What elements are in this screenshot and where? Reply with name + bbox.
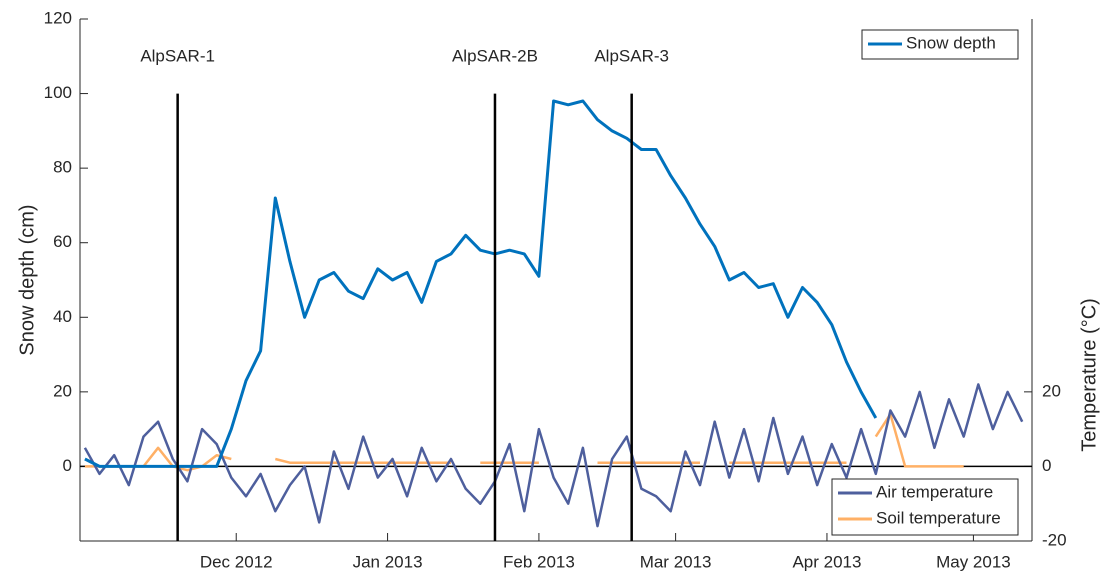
legend: Snow depth — [861, 29, 1019, 60]
y-tick-label: 80 — [53, 158, 72, 177]
series-line — [84, 412, 964, 472]
y2-axis-label: Temperature (°C) — [1078, 298, 1100, 452]
y-tick-label: 100 — [44, 83, 72, 102]
x-tick-label: Jan 2013 — [353, 552, 423, 571]
y-tick-label: 40 — [53, 307, 72, 326]
event-label: AlpSAR-1 — [140, 46, 215, 65]
y2-tick-label: 20 — [1042, 381, 1061, 400]
legend-label: Soil temperature — [876, 508, 1001, 527]
series-line — [84, 99, 878, 468]
x-tick-label: May 2013 — [936, 552, 1011, 571]
y-tick-label: 0 — [63, 456, 72, 475]
series-line — [83, 383, 1024, 528]
event-label: AlpSAR-2B — [452, 46, 538, 65]
event-label: AlpSAR-3 — [594, 46, 669, 65]
legend-label: Air temperature — [876, 482, 993, 501]
x-tick-label: Mar 2013 — [640, 552, 712, 571]
legend-box — [831, 478, 1019, 536]
y-tick-label: 60 — [53, 232, 72, 251]
legend: Air temperature Soil temperature — [831, 478, 1019, 536]
y2-tick-label: 0 — [1042, 456, 1051, 475]
y2-tick-label: -20 — [1042, 530, 1067, 549]
x-tick-label: Dec 2012 — [200, 552, 273, 571]
legend-label: Snow depth — [906, 33, 996, 52]
x-tick-label: Feb 2013 — [503, 552, 575, 571]
x-tick-label: Apr 2013 — [792, 552, 861, 571]
y-tick-label: 120 — [44, 8, 72, 27]
y-axis-label: Snow depth (cm) — [16, 204, 38, 355]
y-tick-label: 20 — [53, 381, 72, 400]
